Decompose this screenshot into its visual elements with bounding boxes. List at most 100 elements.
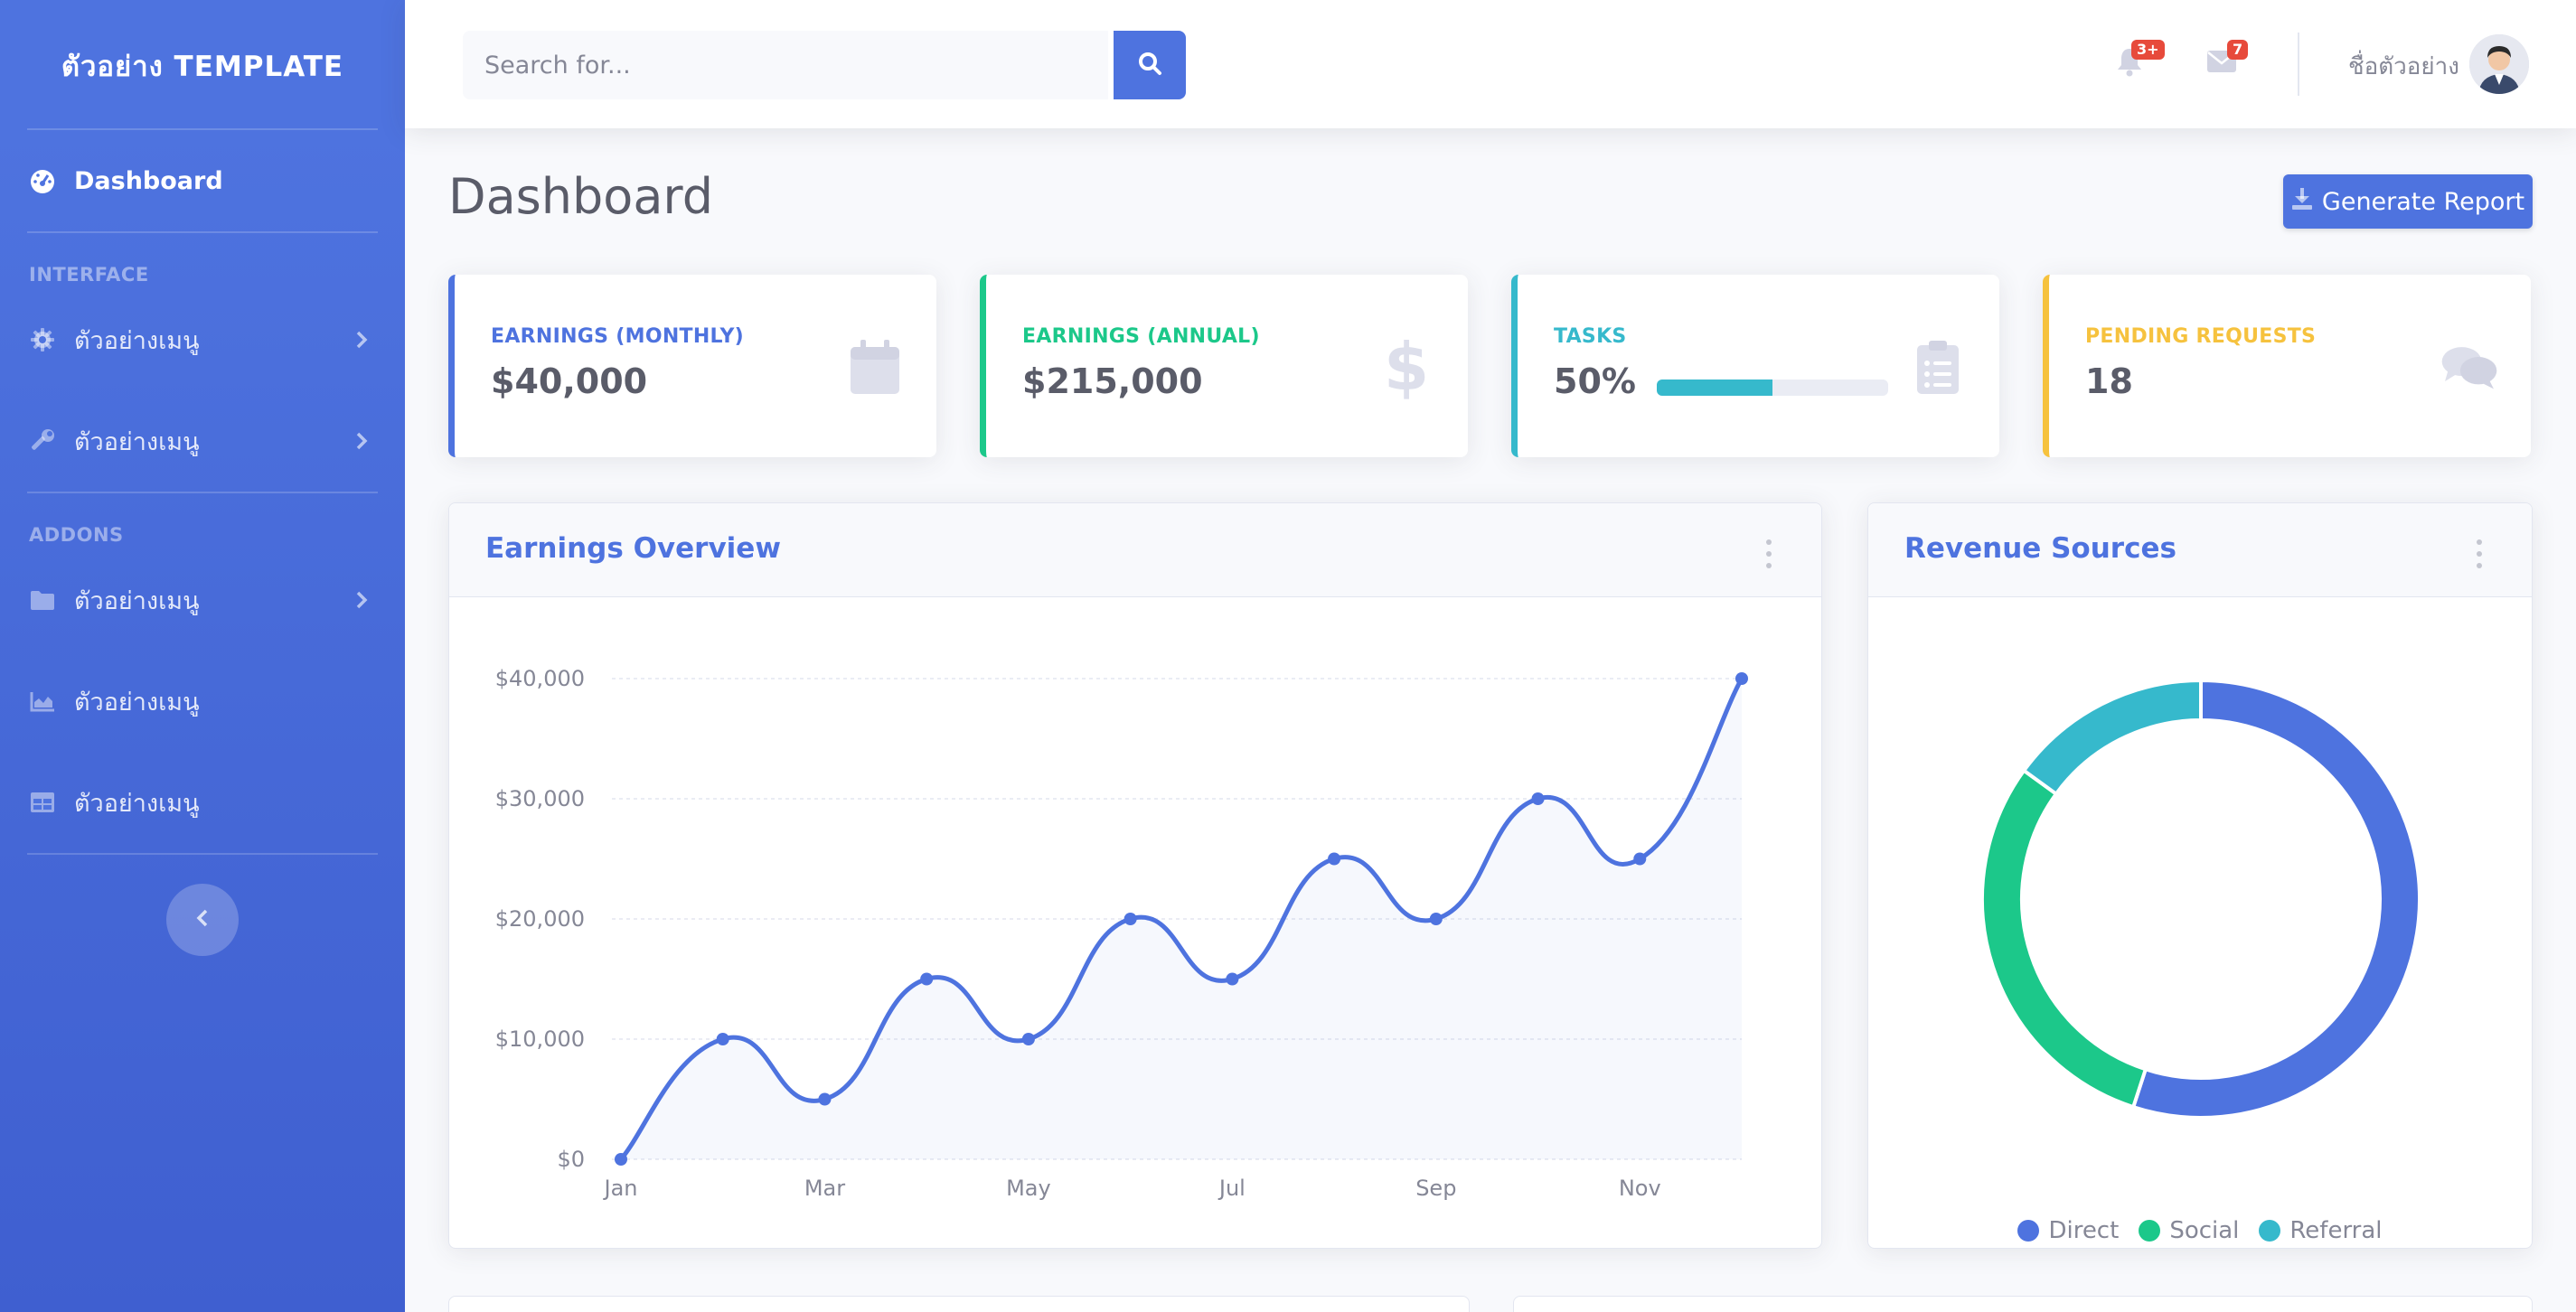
chevron-left-icon [195,907,210,932]
sidebar-item-dashboard[interactable]: Dashboard [0,154,405,208]
data-point[interactable] [1633,852,1647,866]
search-input[interactable] [463,31,1108,99]
user-name[interactable]: ชื่อตัวอย่าง [2348,53,2459,80]
tachometer-icon [29,167,56,194]
sidebar-item-label: ตัวอย่างเมนู [74,789,200,818]
data-point[interactable] [716,1033,729,1045]
sidebar-divider [27,231,378,233]
avatar[interactable] [2469,34,2529,94]
sidebar-item-tables[interactable]: ตัวอย่างเมนู [0,775,405,829]
sidebar-divider [27,128,378,130]
revenue-donut-chart [1980,678,2421,1120]
topbar-divider [2298,33,2299,96]
donut-slice-direct[interactable] [2130,678,2421,1120]
stat-card-earnings-annual: EARNINGS (ANNUAL) $215,000 $ [980,275,1468,457]
sidebar-item-pages[interactable]: ตัวอย่างเมนู [0,573,405,627]
generate-report-button[interactable]: Generate Report [2283,174,2533,229]
folder-icon [29,586,56,614]
gear-icon [29,326,56,353]
series-line [619,677,1744,1161]
chevron-right-icon [353,427,371,455]
x-tick-label: Mar [804,1176,845,1201]
legend-swatch [2259,1220,2281,1242]
table-icon [29,789,56,816]
sidebar-toggle-button[interactable] [166,884,239,956]
legend-swatch [2139,1220,2161,1242]
sidebar: ตัวอย่าง TEMPLATE Dashboard INTERFACE ตั… [0,0,405,1312]
search-button[interactable] [1114,31,1186,99]
chevron-right-icon [353,326,371,353]
data-point[interactable] [1328,852,1341,866]
more-options-icon[interactable] [1760,539,1778,568]
x-tick-label: Nov [1619,1176,1661,1201]
stat-label: EARNINGS (MONTHLY) [491,325,745,348]
stat-label: TASKS [1554,325,1627,348]
panel-header: Earnings Overview [449,503,1821,597]
project-card [448,1296,1470,1312]
alerts-dropdown[interactable]: 3+ [2111,40,2165,81]
data-point[interactable] [1021,1033,1035,1045]
tasks-progress-fill [1657,380,1772,396]
revenue-sources-panel: Revenue Sources Direct Social Referral [1867,502,2533,1249]
legend-item-direct: Direct [2017,1217,2119,1244]
data-point[interactable] [1226,972,1239,986]
y-tick-label: $0 [557,1147,585,1172]
stat-label: EARNINGS (ANNUAL) [1022,325,1260,348]
tasks-progress-bar [1657,380,1888,396]
messages-badge: 7 [2227,40,2249,60]
earnings-area-chart: $0 $10,000 $20,000 $30,000 $40,000 Jan Mar May J… [495,666,1748,1201]
data-point[interactable] [615,1153,627,1166]
x-tick-label: Jan [603,1176,638,1201]
sidebar-item-utilities[interactable]: ตัวอย่างเมนู [0,414,405,468]
donut-slice-social[interactable] [1980,767,2148,1110]
data-point[interactable] [920,972,934,986]
donut-slice-referral[interactable] [2021,678,2203,797]
sidebar-item-label: ตัวอย่างเมนู [74,688,200,717]
data-point[interactable] [818,1092,832,1106]
sidebar-item-charts[interactable]: ตัวอย่างเมนู [0,674,405,728]
data-point[interactable] [1531,792,1545,805]
sidebar-item-label: ตัวอย่างเมนู [74,586,200,615]
wrench-icon [29,427,56,455]
data-point[interactable] [1735,672,1748,685]
stat-value: $40,000 [491,361,648,401]
topbar: 3+ 7 ชื่อตัวอย่าง [405,0,2576,128]
legend-item-referral: Referral [2259,1217,2383,1244]
data-point[interactable] [1123,913,1137,925]
dollar-icon: $ [1383,329,1430,405]
comments-icon [2440,336,2498,398]
sidebar-heading-interface: INTERFACE [29,264,149,286]
y-tick-label: $30,000 [495,786,585,811]
messages-dropdown[interactable]: 7 [2204,40,2249,81]
stat-value: $215,000 [1022,361,1203,401]
x-tick-label: Sep [1415,1176,1456,1201]
sidebar-divider [27,492,378,493]
legend-label: Referral [2289,1217,2383,1244]
stat-value: 50% [1554,361,1636,401]
sidebar-item-label: ตัวอย่างเมนู [74,326,200,355]
stat-value: 18 [2085,361,2133,401]
clipboard-list-icon [1909,336,1967,398]
sidebar-item-label: ตัวอย่างเมนู [74,427,200,456]
stat-card-tasks: TASKS 50% [1511,275,1999,457]
download-icon [2291,187,2313,217]
legend-swatch [2017,1220,2040,1242]
alerts-badge: 3+ [2131,40,2165,60]
calendar-icon [846,336,904,398]
more-options-icon[interactable] [2470,539,2488,568]
sidebar-item-label: Dashboard [74,166,223,195]
y-tick-label: $20,000 [495,906,585,932]
panel-title: Earnings Overview [485,532,781,565]
panel-title: Revenue Sources [1904,532,2176,565]
search-icon [1137,51,1162,80]
brand-title[interactable]: ตัวอย่าง TEMPLATE [61,51,344,83]
illustrations-card [1513,1296,2533,1312]
legend-label: Direct [2048,1217,2120,1244]
data-point[interactable] [1429,913,1443,925]
area-chart-icon [29,688,56,715]
y-tick-label: $40,000 [495,666,585,691]
sidebar-item-components[interactable]: ตัวอย่างเมนู [0,313,405,367]
x-tick-label: May [1006,1176,1051,1201]
chart-legend: Direct Social Referral [1868,1217,2532,1244]
sidebar-divider [27,853,378,855]
